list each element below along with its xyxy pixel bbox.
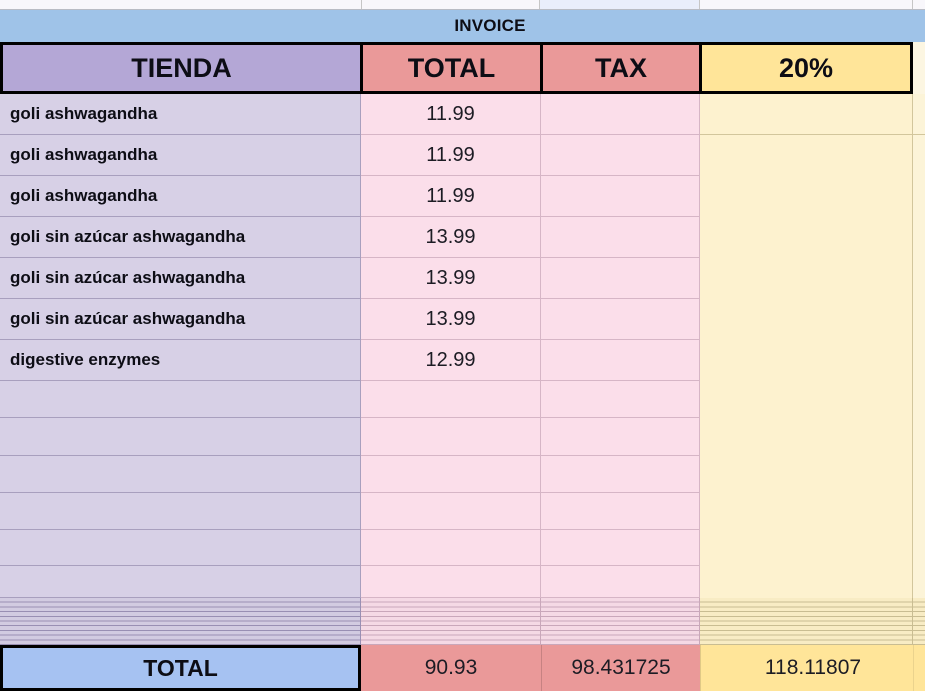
header-cell-tienda[interactable]: TIENDA — [3, 45, 360, 91]
cell-sliver-merged[interactable] — [913, 135, 925, 598]
cell-item-name[interactable]: digestive enzymes — [0, 340, 361, 381]
cell-item-tax-empty[interactable] — [541, 135, 700, 176]
header-row: TIENDA TOTAL TAX 20% — [0, 42, 913, 94]
cell-item-name[interactable]: goli ashwagandha — [0, 94, 361, 135]
top-cell-a[interactable] — [0, 0, 362, 9]
cell-item-name-empty[interactable] — [0, 530, 361, 566]
cell-item-tax-empty[interactable] — [541, 94, 700, 135]
cell-item-tax-empty[interactable] — [541, 456, 700, 493]
cell-item-total-empty[interactable] — [361, 566, 541, 598]
cell-item-name[interactable]: goli sin azúcar ashwagandha — [0, 217, 361, 258]
cell-item-tax-empty[interactable] — [541, 176, 700, 217]
cell-item-name[interactable]: goli ashwagandha — [0, 176, 361, 217]
cell-item-name-empty[interactable] — [0, 381, 361, 418]
cell-item-tax-empty[interactable] — [541, 217, 700, 258]
cell-item-tax-empty[interactable] — [541, 530, 700, 566]
collapsed-rows-20pct — [700, 598, 925, 645]
cell-item-name-empty[interactable] — [0, 566, 361, 598]
cell-20pct-row1[interactable] — [700, 94, 913, 135]
cell-item-total[interactable]: 11.99 — [361, 135, 541, 176]
header-cell-20pct[interactable]: 20% — [702, 45, 910, 91]
cell-item-total[interactable]: 13.99 — [361, 299, 541, 340]
cell-item-tax-empty[interactable] — [541, 340, 700, 381]
cell-item-total[interactable]: 12.99 — [361, 340, 541, 381]
top-cell-b[interactable] — [362, 0, 540, 9]
top-cell-c-highlighted[interactable] — [540, 0, 700, 9]
cell-item-name-empty[interactable] — [0, 456, 361, 493]
totals-row: TOTAL 90.93 98.431725 118.11807 — [0, 645, 925, 691]
collapsed-rows-strip[interactable] — [0, 598, 925, 645]
cell-item-total-empty[interactable] — [361, 418, 541, 456]
collapsed-rows-total — [361, 598, 541, 645]
cell-sliver-row1[interactable] — [913, 94, 925, 135]
cell-item-name-empty[interactable] — [0, 493, 361, 530]
header-cell-tax[interactable]: TAX — [543, 45, 699, 91]
cell-item-name-empty[interactable] — [0, 418, 361, 456]
header-sliver-cell[interactable] — [913, 42, 925, 94]
cell-item-name[interactable]: goli sin azúcar ashwagandha — [0, 299, 361, 340]
invoice-title: INVOICE — [454, 16, 526, 35]
footer-label-cell[interactable]: TOTAL — [0, 645, 361, 691]
data-grid: goli ashwagandha 11.99 goli ashwagandha 11.… — [0, 94, 925, 598]
cell-item-total-empty[interactable] — [361, 530, 541, 566]
cell-item-total[interactable]: 13.99 — [361, 258, 541, 299]
cell-item-total-empty[interactable] — [361, 381, 541, 418]
cell-item-name[interactable]: goli ashwagandha — [0, 135, 361, 176]
collapsed-rows-tienda — [0, 598, 361, 645]
top-row-strip — [0, 0, 925, 10]
cell-item-tax-empty[interactable] — [541, 566, 700, 598]
collapsed-rows-tax — [541, 598, 700, 645]
header-band: TIENDA TOTAL TAX 20% — [0, 42, 925, 94]
footer-20pct-cell[interactable]: 118.11807 — [700, 645, 925, 691]
cell-item-tax-empty[interactable] — [541, 493, 700, 530]
cell-item-tax-empty[interactable] — [541, 381, 700, 418]
cell-item-total-empty[interactable] — [361, 456, 541, 493]
footer-total-cell[interactable]: 90.93 — [361, 645, 541, 691]
cell-item-tax-empty[interactable] — [541, 299, 700, 340]
top-cell-d[interactable] — [700, 0, 913, 9]
cell-item-name[interactable]: goli sin azúcar ashwagandha — [0, 258, 361, 299]
cell-item-total-empty[interactable] — [361, 493, 541, 530]
footer-tax-cell[interactable]: 98.431725 — [541, 645, 700, 691]
cell-item-total[interactable]: 11.99 — [361, 94, 541, 135]
header-cell-total[interactable]: TOTAL — [363, 45, 540, 91]
cell-20pct-merged[interactable] — [700, 135, 913, 598]
cell-item-tax-empty[interactable] — [541, 418, 700, 456]
invoice-banner-cell[interactable]: INVOICE — [0, 10, 925, 42]
top-cell-e[interactable] — [913, 0, 925, 9]
cell-item-total[interactable]: 13.99 — [361, 217, 541, 258]
cell-item-tax-empty[interactable] — [541, 258, 700, 299]
cell-item-total[interactable]: 11.99 — [361, 176, 541, 217]
